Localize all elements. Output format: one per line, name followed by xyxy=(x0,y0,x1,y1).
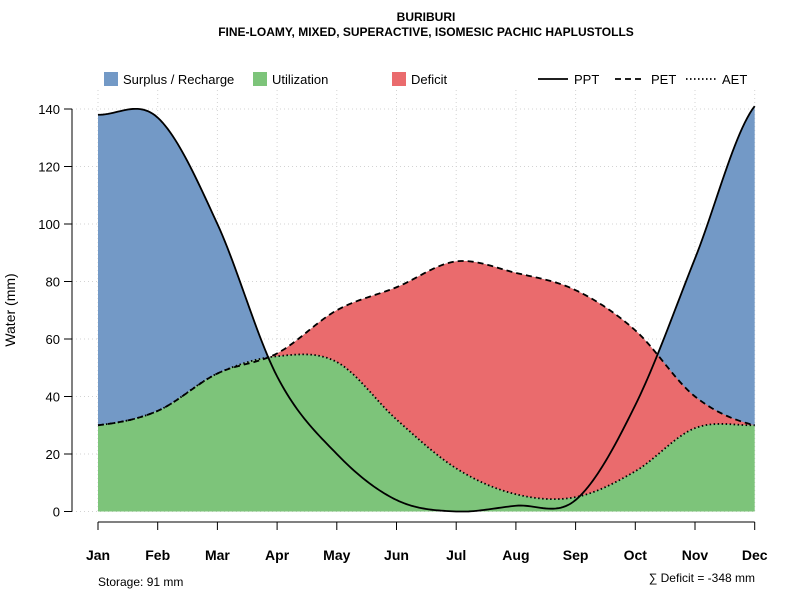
utilization-area xyxy=(98,354,755,512)
legend-swatch xyxy=(253,72,267,86)
legend-label: Deficit xyxy=(411,72,448,87)
area-fills xyxy=(98,106,755,512)
y-tick-label: 100 xyxy=(38,217,60,232)
axes: 0 20 40 60 80 100 120 140 Jan Feb Mar Apr May Jun Jul A… xyxy=(38,102,767,563)
series-lines xyxy=(97,105,756,513)
legend-label: Utilization xyxy=(272,72,328,87)
deficit-area xyxy=(98,260,755,500)
y-tick-label: 140 xyxy=(38,102,60,117)
x-tick-label-oct: Oct xyxy=(624,547,648,563)
y-tick-label: 40 xyxy=(46,390,60,405)
legend: Surplus / Recharge Utilization Deficit PPT P… xyxy=(104,72,747,87)
legend-swatch xyxy=(104,72,118,86)
x-tick-label-apr: Apr xyxy=(265,547,290,563)
legend-label-pet: PET xyxy=(651,72,676,87)
legend-label: Surplus / Recharge xyxy=(123,72,234,87)
x-tick-label-jan: Jan xyxy=(86,547,110,563)
y-tick-label: 120 xyxy=(38,160,60,175)
y-tick-label: 80 xyxy=(46,275,60,290)
deficit-annotation: ∑ Deficit = -348 mm xyxy=(649,571,755,585)
y-axis-label: Water (mm) xyxy=(2,273,18,346)
x-tick-label-may: May xyxy=(323,547,350,563)
legend-label-aet: AET xyxy=(722,72,747,87)
series-line-aet xyxy=(97,353,755,501)
x-tick-label-sep: Sep xyxy=(563,547,589,563)
x-tick-label-dec: Dec xyxy=(742,547,768,563)
x-tick-label-mar: Mar xyxy=(205,547,230,563)
legend-label-ppt: PPT xyxy=(574,72,599,87)
legend-swatch xyxy=(392,72,406,86)
x-tick-label-nov: Nov xyxy=(682,547,709,563)
storage-annotation: Storage: 91 mm xyxy=(98,575,183,589)
chart-title: BURIBURI xyxy=(397,10,456,24)
y-tick-label: 60 xyxy=(46,332,60,347)
series-line-ppt xyxy=(97,105,756,513)
x-tick-label-jun: Jun xyxy=(384,547,409,563)
y-tick-label: 20 xyxy=(46,447,60,462)
x-tick-label-feb: Feb xyxy=(145,547,170,563)
x-tick-label-aug: Aug xyxy=(502,547,529,563)
x-tick-label-jul: Jul xyxy=(446,547,466,563)
y-tick-label: 0 xyxy=(53,505,60,520)
chart-subtitle: FINE-LOAMY, MIXED, SUPERACTIVE, ISOMESIC… xyxy=(218,25,634,39)
